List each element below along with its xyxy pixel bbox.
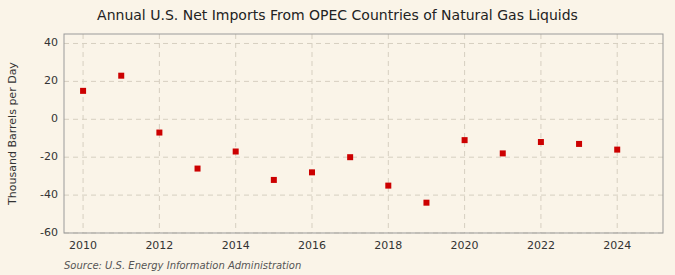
x-tick-label: 2022 [527,239,555,252]
x-grid-line [464,34,465,233]
y-grid-line [64,43,663,44]
point [500,150,506,156]
y-tick-label: 40 [44,36,58,49]
grid [64,34,663,233]
x-tick-label: 2024 [603,239,631,252]
y-axis-label: Thousand Barrels per Day [6,62,19,206]
x-grid-line [83,34,84,233]
background [0,0,675,275]
points [80,73,620,206]
point [462,137,468,143]
point [118,73,124,79]
y-grid-line [64,157,663,158]
point [385,183,391,189]
x-tick-label: 2020 [451,239,479,252]
x-grid-line [311,34,312,233]
point [423,200,429,206]
title: Annual U.S. Net Imports From OPEC Countr… [97,7,578,23]
source-note: Source: U.S. Energy Information Administ… [64,260,301,271]
point [271,177,277,183]
point [576,141,582,147]
point [233,149,239,155]
point [347,154,353,160]
point [614,147,620,153]
x-grid-line [235,34,236,233]
tick-labels: -60 -40 -20 0 20 40 2010 2012 2014 2016 2018 2020 20… [40,36,631,252]
x-grid-line [617,34,618,233]
y-tick-label: -40 [40,188,58,201]
x-tick-label: 2018 [374,239,402,252]
point [195,166,201,172]
plot-frame [64,34,663,233]
y-grid-line [64,81,663,82]
chart: -60 -40 -20 0 20 40 2010 2012 2014 2016 2018 2020 20… [0,0,675,275]
x-tick-label: 2014 [222,239,250,252]
x-grid-line [540,34,541,233]
y-tick-label: 20 [44,74,58,87]
point [156,130,162,136]
point [538,139,544,145]
x-tick-label: 2012 [145,239,173,252]
point [309,169,315,175]
x-tick-label: 2016 [298,239,326,252]
y-grid-line [64,119,663,120]
y-tick-label: -20 [40,150,58,163]
y-grid-line [64,195,663,196]
point [80,88,86,94]
y-tick-label: 0 [51,112,58,125]
x-grid-line [388,34,389,233]
x-tick-label: 2010 [69,239,97,252]
y-tick-label: -60 [40,226,58,239]
